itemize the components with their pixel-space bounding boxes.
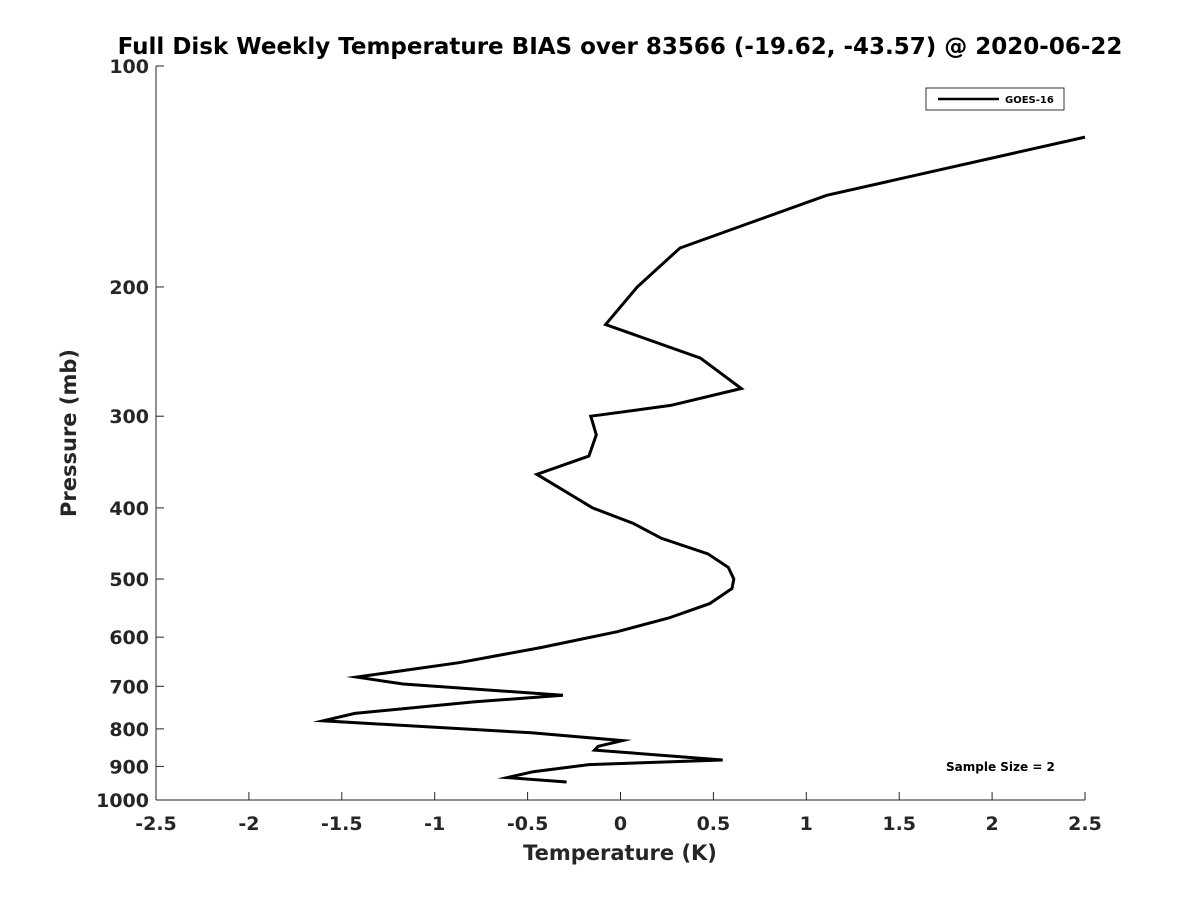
- x-tick-label: -2: [238, 813, 259, 835]
- y-tick-label: 400: [109, 498, 149, 520]
- y-tick-label: 900: [109, 756, 149, 778]
- y-axis-ticks: 100 200 300 400 500 600 700 800 900 1000: [96, 56, 164, 812]
- sample-size-annotation: Sample Size = 2: [946, 760, 1055, 774]
- x-tick-label: 1: [800, 813, 813, 835]
- plot-area: -2.5 -2 -1.5 -1 -0.5 0 0.5 1 1.5 2 2.5 100 200 300 40…: [96, 56, 1102, 835]
- y-axis-label: Pressure (mb): [57, 349, 81, 517]
- y-tick-label: 600: [109, 627, 149, 649]
- chart-title: Full Disk Weekly Temperature BIAS over 8…: [118, 34, 1123, 60]
- x-tick-label: 0.5: [697, 813, 731, 835]
- x-axis-ticks: -2.5 -2 -1.5 -1 -0.5 0 0.5 1 1.5 2 2.5: [135, 792, 1102, 835]
- y-tick-label: 500: [109, 569, 149, 591]
- y-tick-label: 100: [109, 56, 149, 78]
- y-tick-label: 200: [109, 277, 149, 299]
- x-tick-label: -0.5: [507, 813, 549, 835]
- series-line-goes-16: [312, 135, 1086, 784]
- x-tick-label: -1: [424, 813, 445, 835]
- y-tick-label: 1000: [96, 790, 149, 812]
- y-tick-label: 700: [109, 676, 149, 698]
- x-tick-label: 0: [614, 813, 627, 835]
- x-tick-label: 1.5: [882, 813, 916, 835]
- series-layer: [312, 135, 1086, 784]
- legend-label-goes-16: GOES-16: [1005, 95, 1054, 106]
- legend: GOES-16: [925, 87, 1065, 111]
- x-tick-label: -2.5: [135, 813, 177, 835]
- x-tick-label: 2.5: [1068, 813, 1102, 835]
- x-tick-label: -1.5: [321, 813, 363, 835]
- y-tick-label: 800: [109, 719, 149, 741]
- x-axis-label: Temperature (K): [523, 841, 717, 865]
- y-tick-label: 300: [109, 406, 149, 428]
- x-tick-label: 2: [985, 813, 998, 835]
